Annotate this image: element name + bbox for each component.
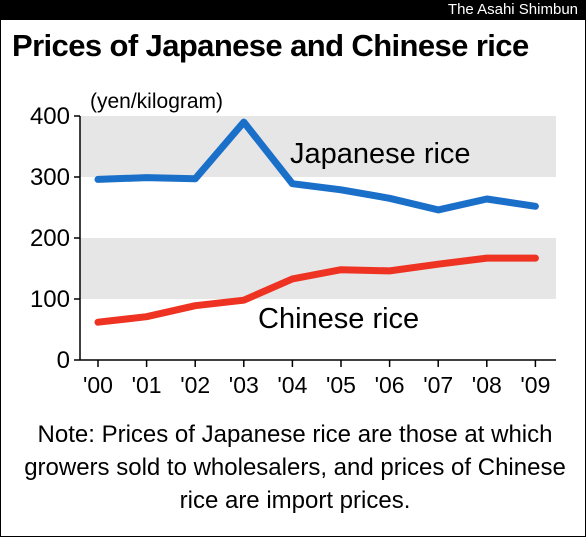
series-lines (94, 118, 539, 326)
grid-band (80, 116, 556, 177)
x-tick-labels: '00 '01 '02 '03 '04 '05 '06 '07 '08 '09 (83, 372, 550, 398)
x-tick-label: '00 (83, 372, 113, 398)
y-tick-label: 400 (30, 103, 70, 130)
x-tick-label: '09 (520, 372, 550, 398)
y-tick-label: 300 (30, 164, 70, 191)
x-tick-label: '03 (229, 372, 259, 398)
x-tick-label: '05 (326, 372, 356, 398)
chart-title: Prices of Japanese and Chinese rice (12, 28, 529, 63)
source-credit: The Asahi Shimbun (0, 0, 586, 20)
x-tick-label: '02 (180, 372, 210, 398)
y-tick-label: 0 (57, 347, 70, 374)
series-label-japanese-rice: Japanese rice (290, 138, 471, 170)
y-tick-label: 200 (30, 225, 70, 252)
x-tick-label: '04 (277, 372, 307, 398)
x-tick-label: '08 (472, 372, 502, 398)
japanese-rice-line (94, 118, 539, 214)
x-tick-label: '07 (423, 372, 453, 398)
y-tick-label: 100 (30, 286, 70, 313)
chart-note: Note: Prices of Japanese rice are those … (24, 421, 566, 514)
axes (74, 115, 556, 367)
x-tick-label: '06 (375, 372, 405, 398)
series-label-chinese-rice: Chinese rice (258, 303, 419, 335)
grid-band (80, 238, 556, 299)
grid-bands (80, 116, 556, 299)
y-tick-labels: 0 100 200 300 400 (30, 103, 70, 374)
x-tick-label: '01 (132, 372, 162, 398)
chinese-rice-line (94, 254, 539, 326)
y-axis-label: (yen/kilogram) (90, 90, 223, 113)
